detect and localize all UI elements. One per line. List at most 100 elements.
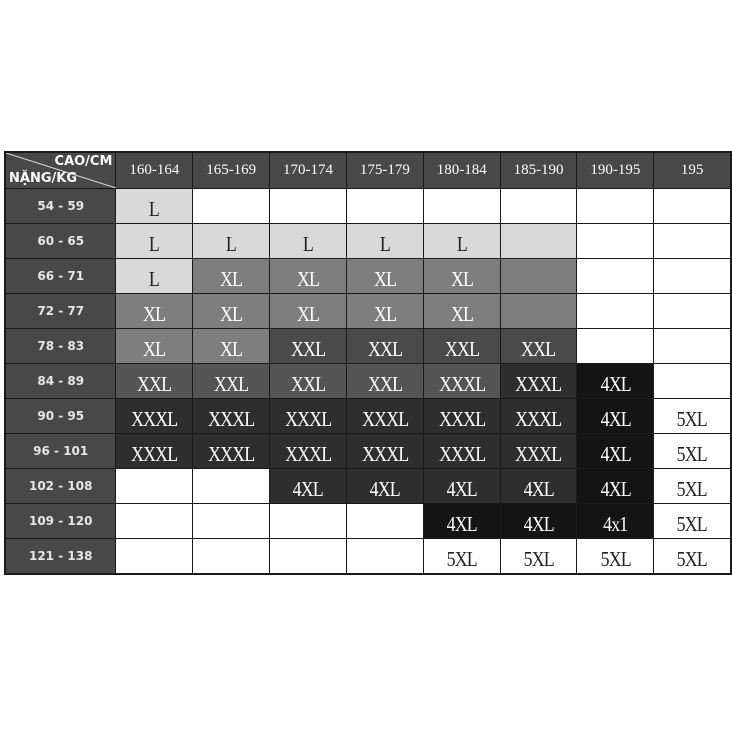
size-cell	[576, 188, 655, 224]
size-cell: 4XL	[499, 468, 578, 504]
size-value: XL	[296, 301, 320, 326]
size-cell: XL	[345, 258, 424, 294]
size-value: XXXL	[131, 406, 178, 431]
size-cell: XXXL	[422, 398, 501, 434]
size-cell	[653, 258, 732, 294]
size-cell: L	[115, 258, 194, 294]
column-header-height: 190-195	[576, 151, 655, 189]
size-cell: XXXL	[192, 433, 271, 469]
size-value: XXL	[444, 336, 480, 361]
row-header-weight: 102 - 108	[4, 468, 117, 504]
size-cell: XXXL	[345, 433, 424, 469]
table-row: 72 - 77 XL XL XL XL XL	[4, 293, 732, 329]
size-cell: 4XL	[269, 468, 347, 504]
size-value: XXL	[290, 371, 326, 396]
size-cell: 5XL	[653, 503, 732, 539]
size-value: XL	[220, 301, 243, 326]
table-row: 96 - 101 XXXL XXXL XXXL XXXL XXXL XXXL 4XL 5XL	[4, 433, 732, 469]
size-cell: 5XL	[653, 538, 732, 575]
size-value: 4XL	[600, 476, 631, 501]
size-cell: 5XL	[653, 468, 732, 504]
size-value: 4XL	[292, 476, 324, 501]
size-cell: XXL	[422, 328, 501, 364]
size-cell: XL	[192, 258, 271, 294]
size-cell: XXXL	[422, 363, 501, 399]
size-value: 5XL	[677, 441, 708, 466]
size-cell	[422, 188, 501, 224]
size-cell: 5XL	[653, 433, 732, 469]
size-cell: XL	[115, 293, 194, 329]
row-header-weight: 54 - 59	[4, 188, 117, 224]
size-value: L	[302, 231, 314, 256]
row-header-weight: 66 - 71	[4, 258, 117, 294]
size-cell: 4XL	[576, 433, 655, 469]
table-row: 78 - 83 XL XL XXL XXL XXL XXL	[4, 328, 732, 364]
size-value: XL	[373, 266, 397, 291]
size-cell	[499, 258, 578, 294]
size-value: 4XL	[369, 476, 401, 501]
size-value: 4x1	[603, 511, 628, 536]
row-header-weight: 121 - 138	[4, 538, 117, 575]
table-row: 66 - 71 L XL XL XL XL	[4, 258, 732, 294]
column-header-height: 165-169	[192, 151, 271, 189]
size-cell: 4XL	[422, 468, 501, 504]
size-cell: 4XL	[422, 503, 501, 539]
row-header-weight: 84 - 89	[4, 363, 117, 399]
size-cell	[115, 538, 194, 575]
size-value: XXL	[214, 371, 249, 396]
size-cell: XL	[345, 293, 424, 329]
size-cell	[115, 468, 194, 504]
size-value: XXL	[521, 336, 556, 361]
size-cell	[653, 328, 732, 364]
size-cell	[653, 363, 732, 399]
size-chart-table: CAO/CM NẶNG/KG 160-164 165-169 170-174 175-…	[4, 151, 732, 575]
size-cell	[653, 223, 732, 259]
size-cell	[115, 503, 194, 539]
size-cell	[269, 188, 347, 224]
size-value: XL	[450, 266, 474, 291]
size-cell	[192, 188, 271, 224]
size-value: XXXL	[361, 441, 409, 466]
size-cell: 5XL	[653, 398, 732, 434]
size-cell: XXXL	[115, 433, 194, 469]
size-cell	[345, 538, 424, 575]
size-cell: XXL	[269, 363, 347, 399]
size-cell: XL	[422, 258, 501, 294]
size-cell	[499, 223, 578, 259]
size-value: L	[456, 231, 468, 256]
size-cell: XXXL	[499, 433, 578, 469]
size-cell	[345, 188, 424, 224]
height-axis-label: CAO/CM	[54, 154, 113, 169]
size-value: 5XL	[600, 546, 631, 571]
size-cell: XXXL	[345, 398, 424, 434]
size-cell: XL	[192, 293, 271, 329]
size-cell: 4XL	[576, 363, 655, 399]
size-value: XXXL	[208, 441, 255, 466]
size-cell: 5XL	[499, 538, 578, 575]
size-value: XXL	[290, 336, 326, 361]
size-cell: XXXL	[499, 363, 578, 399]
size-value: XXXL	[208, 406, 255, 431]
size-value: L	[149, 231, 160, 256]
size-value: 5XL	[523, 546, 554, 571]
size-value: XXXL	[131, 441, 178, 466]
column-header-height: 180-184	[422, 151, 501, 189]
size-cell: L	[115, 223, 194, 259]
row-header-weight: 90 - 95	[4, 398, 117, 434]
size-cell: XXXL	[422, 433, 501, 469]
size-cell	[576, 293, 655, 329]
size-cell: 4XL	[576, 398, 655, 434]
size-cell: XXL	[269, 328, 347, 364]
table-row: 54 - 59 L	[4, 188, 732, 224]
size-value: 4XL	[523, 476, 554, 501]
size-value: L	[149, 196, 160, 221]
size-cell: XXL	[192, 363, 271, 399]
size-value: 4XL	[523, 511, 554, 536]
size-cell: XXXL	[269, 433, 347, 469]
size-value: L	[379, 231, 391, 256]
size-cell: L	[269, 223, 347, 259]
size-cell	[345, 503, 424, 539]
size-value: 5XL	[677, 406, 708, 431]
column-header-height: 160-164	[115, 151, 194, 189]
size-value: XXXL	[361, 406, 409, 431]
